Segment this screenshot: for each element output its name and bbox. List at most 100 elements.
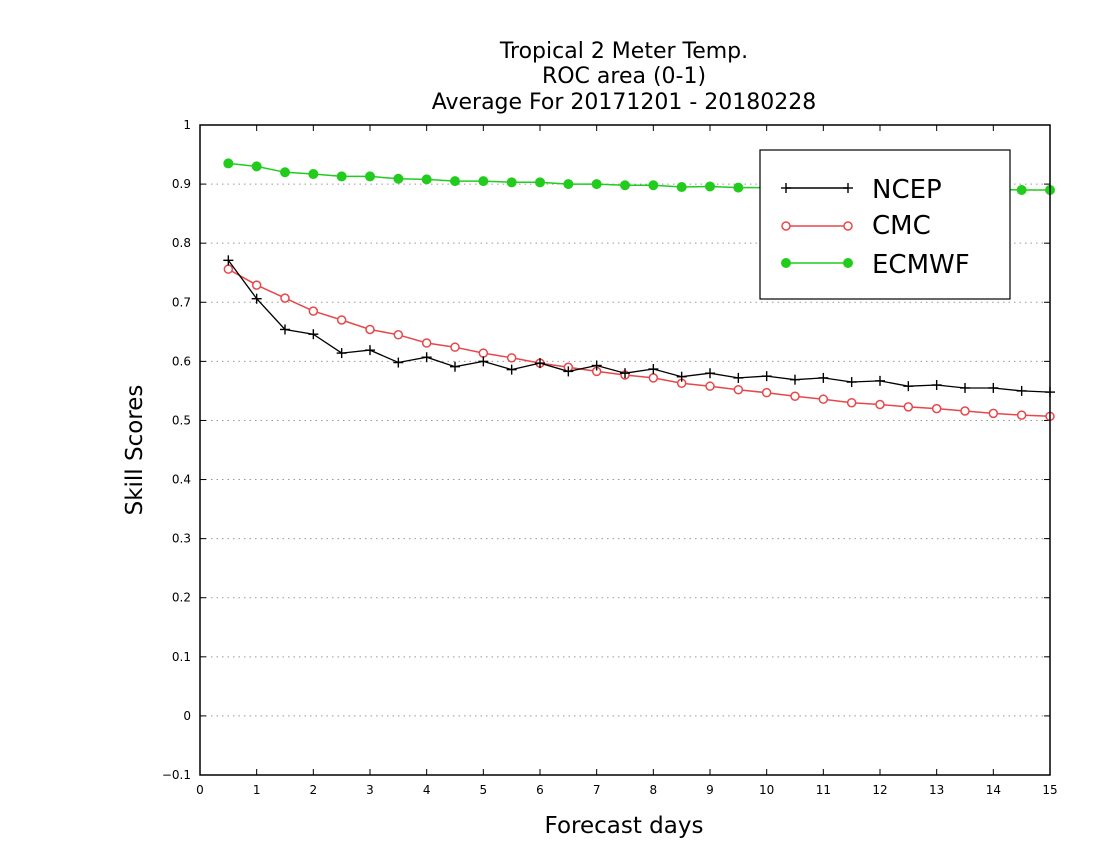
data-point-ecmwf [648,180,659,191]
data-point-cmc [393,330,404,340]
y-axis-label: Skill Scores [122,385,148,516]
data-point-cmc [365,324,375,335]
data-point-ncep [875,375,885,386]
x-tick-label: 12 [872,783,887,797]
x-tick-label: 9 [706,783,714,797]
x-tick-label: 13 [929,783,944,797]
data-point-ncep [790,374,800,385]
legend-marker-cmc [843,221,853,231]
y-tick-label: 0.8 [172,236,191,250]
data-point-ecmwf [450,176,460,187]
data-point-cmc [251,280,262,290]
legend-marker-ecmwf [843,258,853,268]
x-axis-label: Forecast days [545,813,704,839]
data-point-ncep [535,358,545,369]
y-tick-label: 0.7 [172,295,191,309]
data-point-ecmwf [535,177,545,188]
data-point-ecmwf [591,179,602,190]
legend-marker-ecmwf [781,258,791,268]
data-point-cmc [705,381,715,391]
data-point-cmc [988,408,999,419]
data-point-cmc [1016,410,1027,420]
data-point-ncep [450,361,460,372]
x-tick-label: 10 [759,783,774,797]
x-tick-label: 4 [423,783,431,797]
data-point-ecmwf [1016,185,1027,195]
data-point-ncep [733,372,744,383]
data-point-ecmwf [506,177,517,188]
data-point-ncep [308,329,319,340]
data-point-ncep [251,293,262,304]
data-point-cmc [336,315,347,325]
y-tick-label: 0.4 [172,473,191,487]
series-ncep [223,255,1055,398]
data-point-cmc [931,403,942,414]
legend-sample-ncep [781,183,853,193]
data-point-cmc [761,387,772,398]
data-point-ncep [1016,385,1027,396]
data-point-cmc [875,399,885,410]
x-tick-label: 15 [1042,783,1057,797]
legend-marker-cmc [781,221,791,231]
data-point-cmc [648,373,659,383]
data-point-cmc [421,338,432,348]
y-tick-label: 1 [183,118,191,132]
legend-label-cmc: CMC [872,211,931,241]
data-point-ecmwf [478,176,489,187]
data-point-ncep [846,377,857,388]
data-point-ncep [676,371,687,382]
data-point-cmc [478,348,489,358]
data-point-ncep [988,382,999,393]
y-tick-label: 0.6 [172,354,191,368]
data-point-cmc [790,391,800,401]
x-tick-label: 11 [816,783,831,797]
y-tick-label: −0.1 [162,768,191,782]
y-tick-label: 0 [183,709,191,723]
y-tick-label: 0.1 [172,650,191,664]
data-point-ncep [506,364,517,375]
data-point-ecmwf [336,171,347,182]
data-point-ncep [336,348,347,359]
data-point-cmc [308,306,319,316]
x-tick-label: 6 [536,783,544,797]
data-point-ncep [393,357,404,368]
legend-sample-cmc [781,221,853,231]
x-tick-label: 2 [310,783,318,797]
data-point-ncep [818,372,829,383]
plot-frame [199,124,1051,776]
data-point-cmc [450,342,460,352]
data-point-ncep [960,382,970,393]
data-point-cmc [223,264,234,274]
data-point-ecmwf [705,181,715,192]
data-point-cmc [506,353,517,363]
data-point-ncep [591,360,602,371]
data-point-ecmwf [308,169,319,180]
x-tick-label: 3 [366,783,374,797]
data-point-ncep [478,356,489,367]
data-point-ecmwf [365,171,375,182]
data-point-ecmwf [563,179,574,190]
x-tick-label: 5 [480,783,488,797]
data-point-ecmwf [251,161,262,172]
legend: NCEP CMC ECMWF [759,149,1011,300]
data-point-cmc [903,402,914,412]
y-tick-label: 0.3 [172,532,191,546]
y-tick-label: 0.5 [172,413,191,427]
data-point-cmc [280,293,290,303]
x-tick-label: 8 [650,783,658,797]
data-point-ecmwf [280,167,290,178]
y-tick-label: 0.9 [172,177,191,191]
x-tick-label: 7 [593,783,601,797]
data-point-ncep [280,324,290,335]
x-tick-label: 14 [986,783,1001,797]
data-point-ncep [705,368,715,379]
data-point-ncep [365,345,375,356]
data-point-ecmwf [393,173,404,184]
data-point-cmc [960,406,970,416]
data-point-cmc [818,394,829,404]
data-point-ncep [223,255,234,266]
data-point-ncep [931,380,942,390]
data-point-ncep [620,368,630,379]
legend-label-ncep: NCEP [872,175,942,205]
